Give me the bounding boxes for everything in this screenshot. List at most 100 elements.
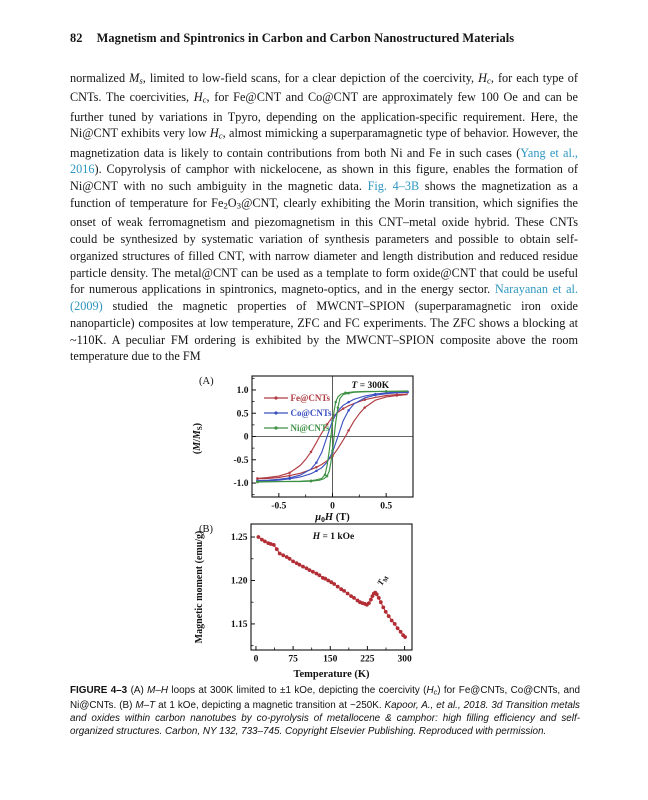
text-segment: c — [218, 130, 223, 141]
data-marker — [329, 580, 334, 585]
series-branch — [257, 393, 408, 479]
data-marker — [389, 618, 394, 623]
panel-a-label: (A) — [199, 376, 214, 387]
text-segment: , limited to low-field scans, for a clea… — [142, 71, 479, 85]
data-marker — [378, 600, 383, 605]
y-tick-label: 1.20 — [231, 577, 248, 587]
data-marker — [323, 576, 328, 581]
data-marker — [301, 564, 305, 569]
x-axis-label: Temperature (K) — [293, 669, 370, 680]
series-Fe@CNTs — [256, 393, 408, 481]
text-segment: , almost mimicking a superparamagnetic t… — [70, 126, 578, 160]
data-marker — [352, 596, 356, 600]
series-mt — [256, 535, 407, 639]
text-segment: s — [139, 75, 143, 86]
series-branch — [257, 390, 408, 483]
data-marker — [335, 584, 340, 589]
text-segment: ) for Fe@CNTs, Co@CNTs, and Ni@CNTs. (B) — [70, 685, 581, 712]
data-marker — [287, 556, 292, 561]
data-marker — [383, 609, 388, 614]
data-marker — [256, 477, 259, 481]
data-marker — [374, 592, 379, 597]
data-marker — [288, 477, 291, 481]
data-marker — [347, 391, 350, 395]
text-segment: c — [486, 75, 491, 86]
data-marker — [329, 435, 333, 438]
data-marker — [363, 398, 366, 401]
panel-b-title: H = 1 kOe — [312, 532, 355, 542]
y-tick-label: 0 — [244, 433, 249, 443]
data-marker — [263, 539, 267, 544]
legend-marker — [274, 411, 278, 415]
legend-label: Co@CNTs — [291, 408, 333, 418]
text-segment: c — [433, 688, 438, 697]
y-tick-label: 1.25 — [231, 533, 248, 543]
y-axis-label: (M/MS) — [192, 423, 204, 454]
data-marker — [341, 407, 345, 410]
data-marker — [291, 559, 295, 564]
text-segment: , for each type of CNTs. The coercivitie… — [70, 71, 578, 105]
text-segment: ). Copyrolysis of camphor with nickeloce… — [70, 162, 578, 194]
data-marker — [314, 571, 319, 576]
legend-marker — [274, 396, 278, 400]
data-marker — [374, 393, 377, 397]
x-tick-label: 300 — [397, 655, 412, 665]
data-marker — [384, 390, 388, 393]
text-segment: 3 — [236, 200, 242, 211]
text-segment: shows the magnetization as a function of… — [70, 179, 578, 210]
chart-mt-curve: 0 75 150 225 300 1.25 1.20 1.15 H = 1 kOe Tempera… — [194, 523, 413, 680]
legend: Fe@CNTs Co@CNTs Ni@CNTs — [264, 393, 332, 433]
data-marker — [339, 587, 344, 592]
data-marker — [268, 542, 273, 546]
running-head: 82 Magnetism and Spintronics in Carbon an… — [70, 31, 578, 46]
data-marker — [395, 626, 400, 631]
legend-label: Ni@CNTs — [291, 423, 331, 433]
data-marker — [309, 450, 313, 454]
data-marker — [331, 449, 334, 452]
text-segment: , for Fe@CNT and Co@CNT are approximatel… — [70, 90, 578, 141]
text-segment: H — [209, 126, 219, 141]
x-tick-label: 0.5 — [380, 502, 392, 512]
data-marker — [326, 578, 331, 583]
data-marker — [334, 400, 337, 404]
data-marker — [317, 573, 322, 578]
text-segment: H — [193, 90, 203, 105]
data-marker — [381, 605, 386, 610]
data-marker — [288, 471, 291, 475]
data-marker — [332, 582, 337, 586]
data-marker — [403, 635, 407, 639]
x-tick-label: 0 — [254, 655, 259, 665]
data-marker — [309, 479, 313, 483]
citation-link[interactable]: Narayanan et al. (2009) — [70, 282, 578, 314]
citation-link[interactable]: Fig. 4–3B — [367, 179, 420, 194]
running-title: Magnetism and Spintronics in Carbon and … — [96, 31, 515, 45]
x-tick-label: 75 — [288, 655, 298, 665]
legend-marker — [274, 426, 278, 430]
y-tick-label: 1.0 — [237, 386, 249, 396]
text-segment: H — [160, 685, 169, 696]
data-marker — [347, 429, 350, 432]
panel-a-title: T = 300K — [352, 381, 390, 391]
data-marker — [386, 614, 391, 618]
data-marker — [347, 400, 350, 404]
morin-transition-annotation: TM — [375, 573, 391, 589]
text-segment: FIGURE 4–3 — [70, 685, 128, 696]
data-marker — [323, 473, 327, 476]
text-segment: studied the magnetic properties of MWCNT… — [70, 299, 578, 364]
citation-link[interactable]: Yang et al., 2016 — [70, 145, 578, 177]
data-marker — [294, 561, 299, 565]
data-marker — [307, 568, 312, 572]
series-Ni@CNTs — [256, 390, 408, 484]
data-marker — [297, 562, 302, 567]
text-segment: loops at 300K limited to ±1 kOe, depicti… — [168, 685, 427, 696]
panel-b-label: (B) — [199, 524, 214, 535]
y-axis-label: Magnetic moment (emu/g) — [194, 531, 205, 644]
data-marker — [363, 406, 366, 409]
text-segment: (A) — [127, 685, 148, 696]
text-segment: normalized — [70, 71, 130, 85]
data-marker — [304, 566, 309, 571]
series-branch — [257, 394, 408, 480]
text-segment: Kapoor, A., et al., 2018. 3d Transition … — [70, 700, 580, 738]
text-segment: M — [147, 685, 156, 696]
